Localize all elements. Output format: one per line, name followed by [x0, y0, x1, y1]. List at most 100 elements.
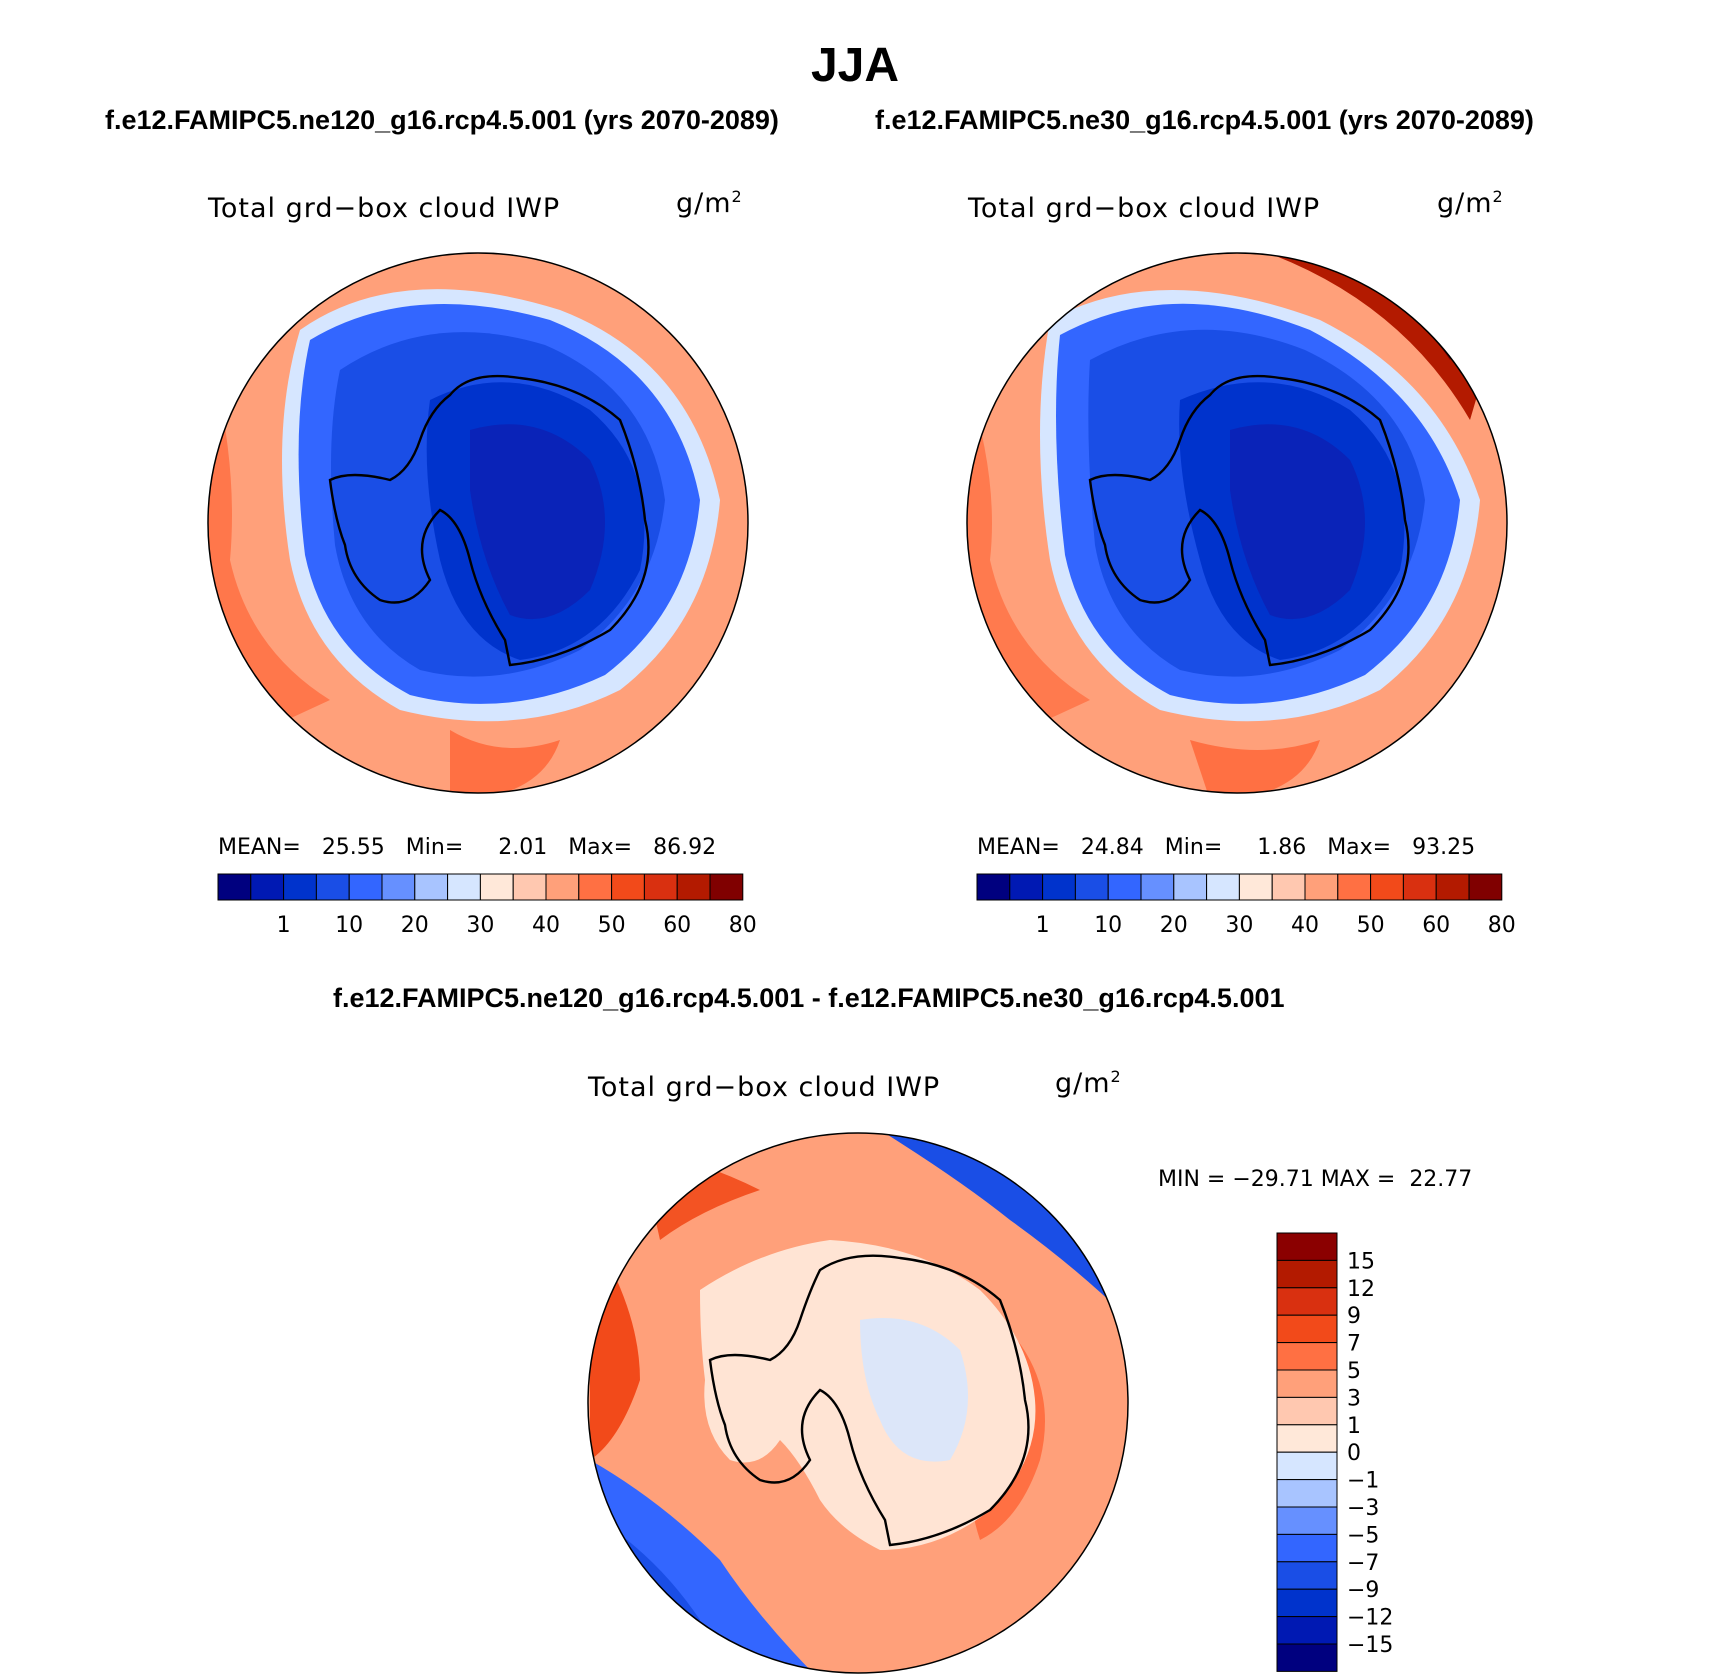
colorbar-right-swatch — [1238, 873, 1273, 901]
colorbar-diff: 15 129 753 10 −1−3−5 −7−9 −12−15 — [1276, 1232, 1393, 1672]
colorbar-left-label: 60 — [663, 913, 691, 938]
colorbar-right-swatch — [1304, 873, 1339, 901]
colorbar-left: 1 10 20 30 40 50 60 80 — [217, 873, 757, 938]
colorbar-right-swatch — [1271, 873, 1306, 901]
colorbar-diff-label: 7 — [1347, 1332, 1361, 1357]
colorbar-diff-label: 5 — [1347, 1359, 1361, 1384]
subtitle-left: f.e12.FAMIPC5.ne120_g16.rcp4.5.001 (yrs … — [105, 105, 779, 135]
colorbar-diff-label: 15 — [1347, 1249, 1375, 1274]
colorbar-diff-swatch — [1276, 1259, 1338, 1289]
main-title: JJA — [810, 39, 900, 92]
colorbar-left-label: 20 — [401, 913, 429, 938]
colorbar-left-label: 10 — [335, 913, 363, 938]
colorbar-left-swatch — [512, 873, 547, 901]
colorbar-right-label: 30 — [1225, 913, 1253, 938]
diff-title: f.e12.FAMIPC5.ne120_g16.rcp4.5.001 - f.e… — [333, 983, 1285, 1013]
colorbar-left-swatch — [348, 873, 383, 901]
colorbar-diff-label: 12 — [1347, 1277, 1375, 1302]
colorbar-left-swatch — [611, 873, 645, 901]
left-warm-south — [450, 730, 560, 793]
colorbar-left-swatch — [709, 873, 744, 901]
right-map-border — [966, 252, 1508, 794]
diff-coastline — [708, 1254, 1030, 1547]
colorbar-left-swatch — [676, 873, 711, 901]
colorbar-right-swatch — [1173, 873, 1208, 901]
diff-units: g/m2 — [1055, 1067, 1122, 1099]
colorbar-left-swatch — [283, 873, 317, 901]
colorbar-diff-swatch — [1276, 1588, 1338, 1618]
diff-variable-title: Total grd−box cloud IWP — [588, 1072, 941, 1103]
colorbar-diff-label: 9 — [1347, 1304, 1361, 1329]
subtitle-right: f.e12.FAMIPC5.ne30_g16.rcp4.5.001 (yrs 2… — [875, 105, 1534, 135]
colorbar-diff-swatch — [1276, 1424, 1338, 1453]
colorbar-diff-swatch — [1276, 1451, 1338, 1481]
colorbar-right-label: 20 — [1160, 913, 1188, 938]
colorbar-diff-label: 3 — [1347, 1386, 1361, 1411]
colorbar-right-swatch — [1370, 873, 1404, 901]
colorbar-right: 1 10 20 30 40 50 60 80 — [976, 873, 1516, 938]
right-warm-south — [1190, 740, 1320, 793]
colorbar-diff-swatch — [1276, 1287, 1338, 1316]
colorbar-diff-swatch — [1276, 1396, 1338, 1426]
colorbar-diff-swatch — [1276, 1232, 1338, 1261]
colorbar-diff-swatch — [1276, 1342, 1338, 1371]
diff-map-border — [587, 1132, 1129, 1674]
colorbar-right-label: 40 — [1291, 913, 1319, 938]
left-units: g/m2 — [676, 187, 743, 219]
colorbar-diff-label: −9 — [1347, 1578, 1379, 1603]
colorbar-diff-swatch — [1276, 1369, 1338, 1398]
colorbar-left-swatch — [578, 873, 613, 901]
colorbar-left-label: 1 — [277, 913, 291, 938]
left-land-core — [470, 424, 605, 620]
colorbar-left-swatch — [414, 873, 449, 901]
colorbar-left-swatch — [447, 873, 481, 901]
colorbar-right-label: 80 — [1488, 913, 1516, 938]
colorbar-diff-label: −3 — [1347, 1496, 1379, 1521]
colorbar-diff-label: 1 — [1347, 1414, 1361, 1439]
colorbar-diff-swatch — [1276, 1506, 1338, 1535]
right-variable-title: Total grd−box cloud IWP — [968, 193, 1321, 224]
left-variable-title: Total grd−box cloud IWP — [208, 193, 561, 224]
colorbar-left-label: 40 — [532, 913, 560, 938]
right-units: g/m2 — [1437, 187, 1504, 219]
right-land-core — [1230, 424, 1365, 620]
left-map-border — [207, 252, 749, 794]
colorbar-diff-label: −15 — [1347, 1633, 1393, 1658]
diff-stats: MIN = −29.71 MAX = 22.77 — [1158, 1167, 1473, 1192]
left-coastline — [328, 374, 650, 667]
left-stats: MEAN= 25.55 Min= 2.01 Max= 86.92 — [218, 835, 717, 860]
left-map — [208, 253, 748, 793]
colorbar-diff-label: −7 — [1347, 1551, 1379, 1576]
colorbar-diff-label: −12 — [1347, 1606, 1393, 1631]
colorbar-right-swatch — [1009, 873, 1044, 901]
colorbar-left-swatch — [381, 873, 416, 901]
colorbar-right-swatch — [1140, 873, 1175, 901]
colorbar-diff-label: 0 — [1347, 1441, 1361, 1466]
colorbar-right-swatch — [1042, 873, 1076, 901]
colorbar-left-swatch — [250, 873, 285, 901]
colorbar-right-swatch — [1402, 873, 1437, 901]
right-coastline — [1088, 374, 1410, 667]
colorbar-right-swatch — [1468, 873, 1503, 901]
colorbar-left-swatch — [217, 873, 252, 901]
colorbar-diff-swatch — [1276, 1643, 1338, 1672]
colorbar-right-label: 1 — [1036, 913, 1050, 938]
colorbar-left-swatch — [479, 873, 514, 901]
diff-land-fill — [700, 1240, 1036, 1550]
colorbar-left-label: 80 — [729, 913, 757, 938]
colorbar-left-swatch — [315, 873, 350, 901]
colorbar-right-swatch — [976, 873, 1011, 901]
colorbar-right-swatch — [1074, 873, 1109, 901]
colorbar-diff-swatch — [1276, 1533, 1338, 1563]
colorbar-right-swatch — [1107, 873, 1142, 901]
colorbar-left-label: 30 — [466, 913, 494, 938]
colorbar-left-label: 50 — [598, 913, 626, 938]
colorbar-diff-swatch — [1276, 1561, 1338, 1590]
right-stats: MEAN= 24.84 Min= 1.86 Max= 93.25 — [977, 835, 1476, 860]
colorbar-left-swatch — [643, 873, 678, 901]
colorbar-right-swatch — [1337, 873, 1372, 901]
colorbar-left-swatch — [545, 873, 580, 901]
diff-map — [588, 1133, 1128, 1673]
colorbar-right-label: 50 — [1357, 913, 1385, 938]
